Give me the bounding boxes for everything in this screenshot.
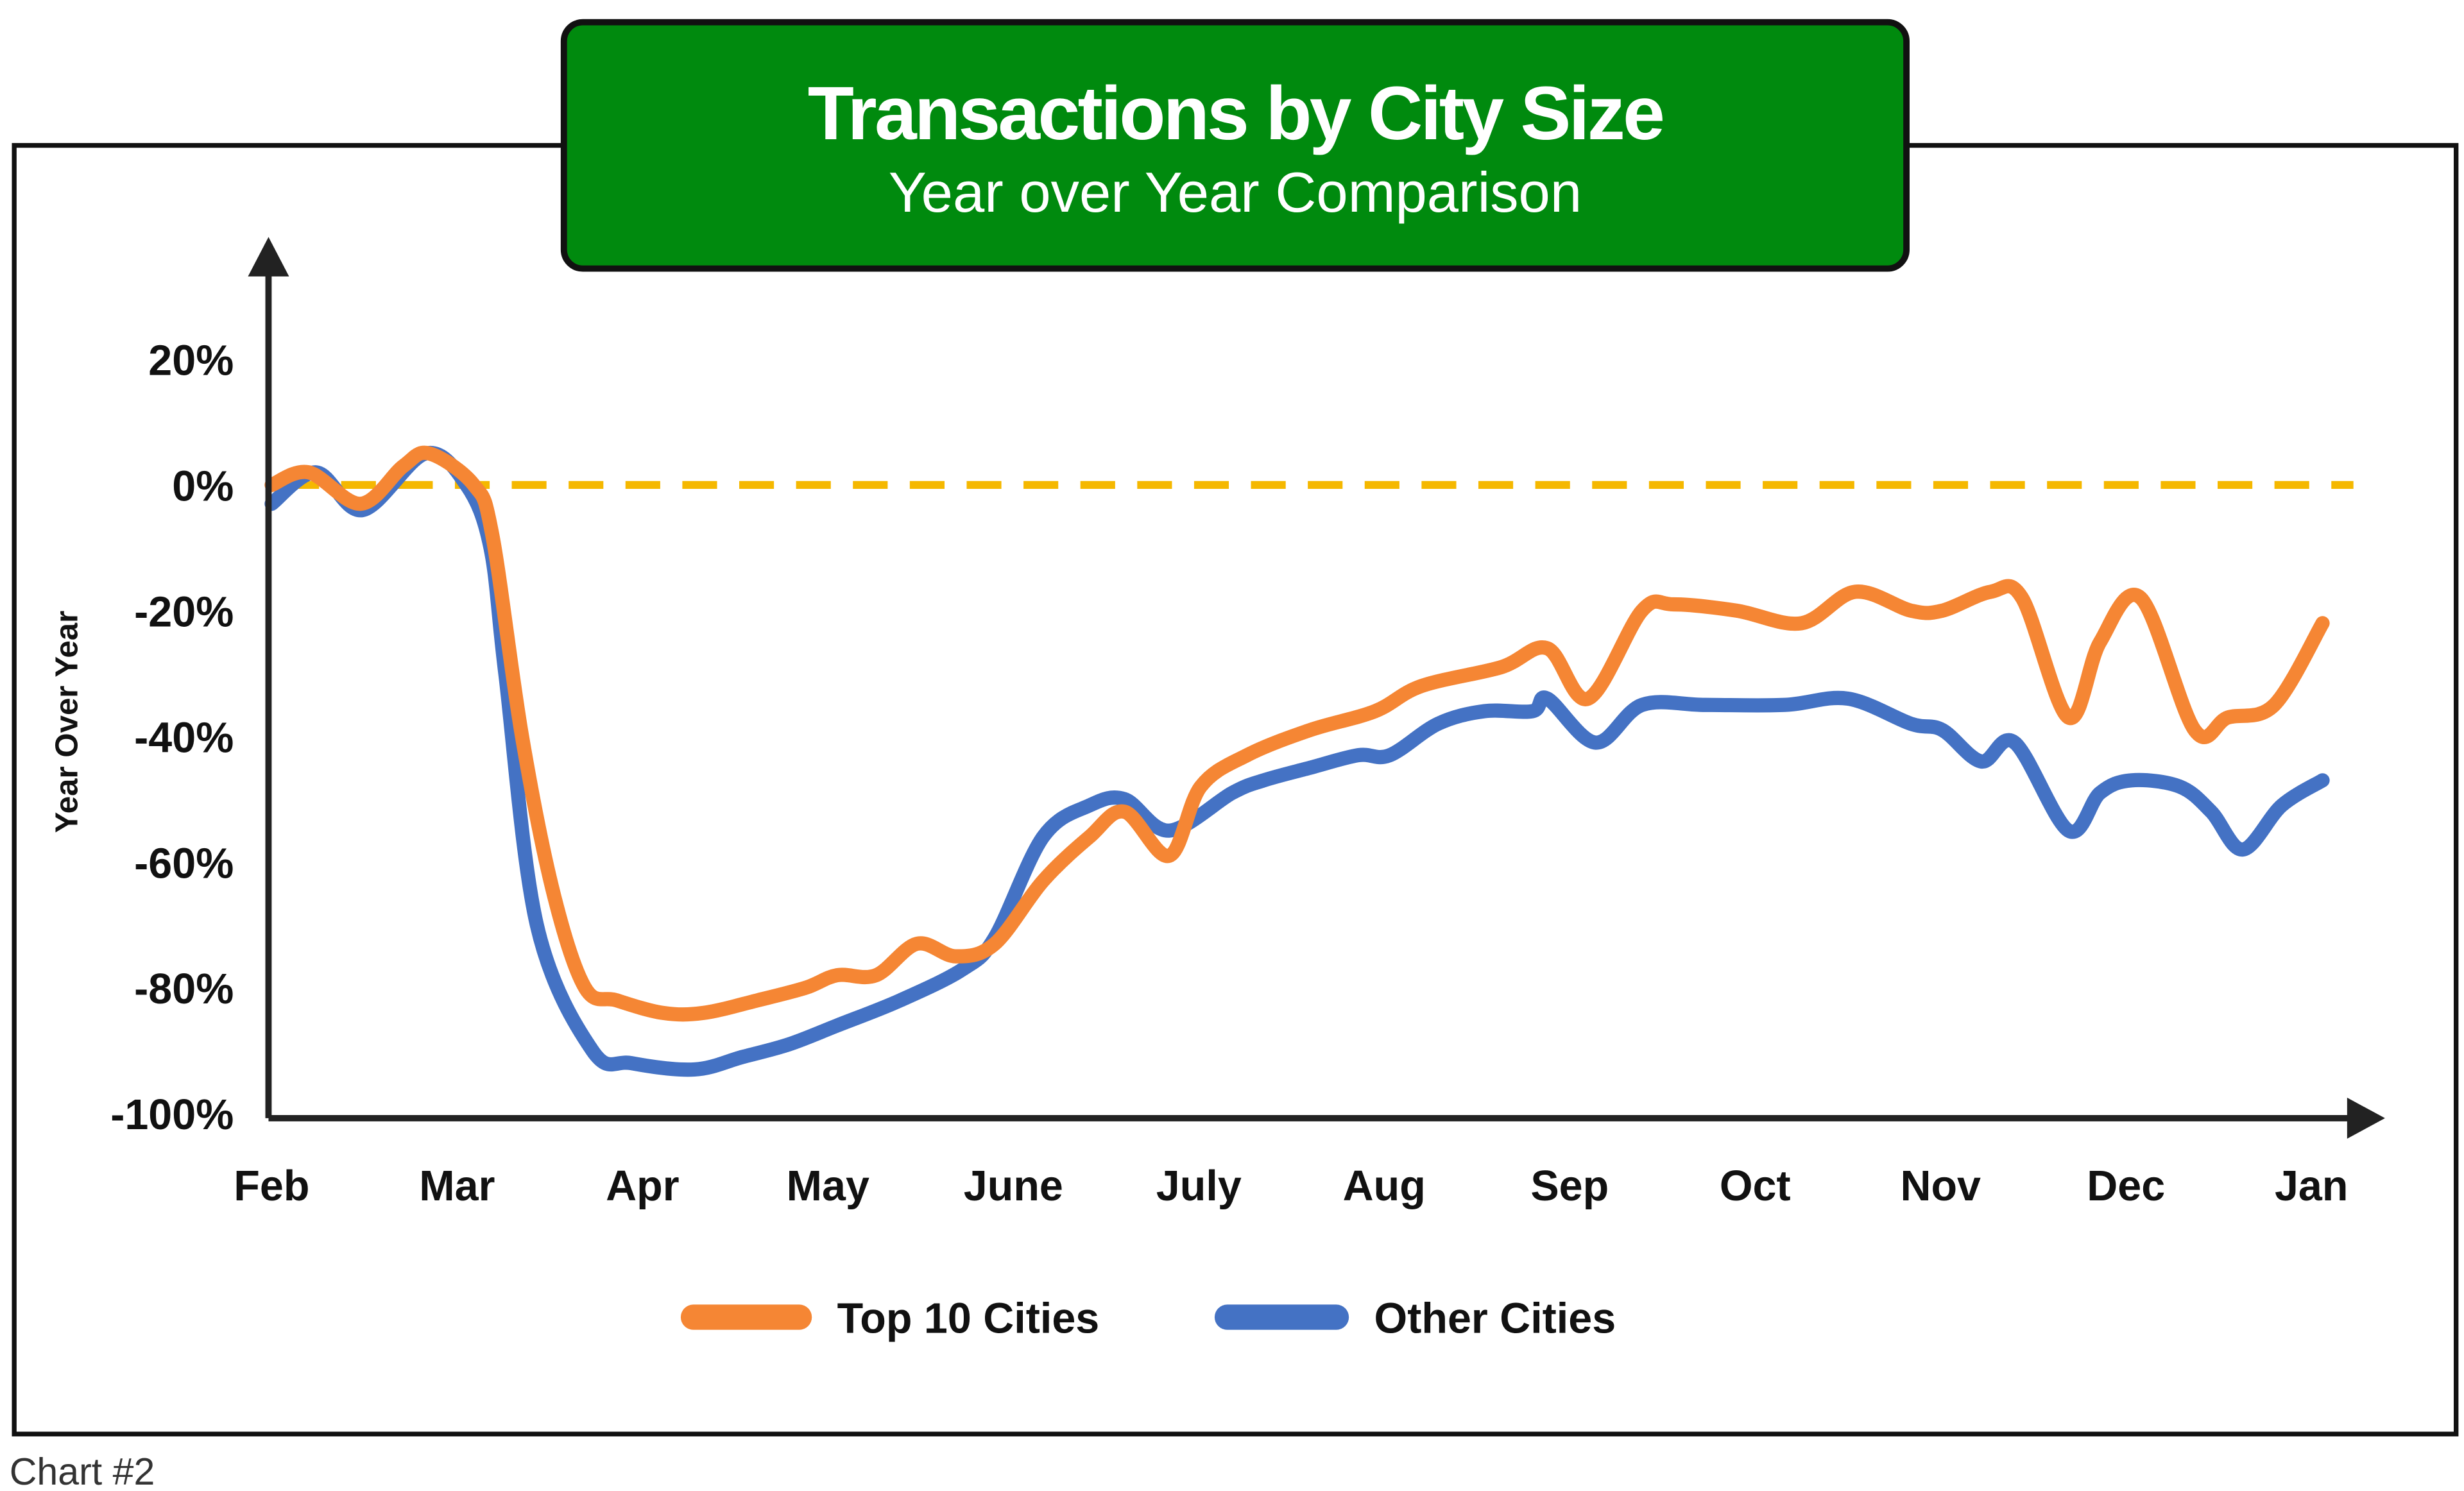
x-tick-label: Aug: [1343, 1163, 1426, 1210]
chart-subtitle: Year over Year Comparison: [889, 160, 1582, 224]
x-tick-label: Oct: [1720, 1163, 1791, 1210]
y-axis-label: Year Over Year: [49, 611, 85, 833]
legend: Top 10 Cities Other Cities: [680, 1295, 1616, 1343]
x-tick-label: Feb: [234, 1163, 309, 1210]
axes: [248, 237, 2385, 1139]
y-tick-label: -100%: [110, 1091, 234, 1139]
x-tick-label: Mar: [419, 1163, 495, 1210]
x-tick-label: Jan: [2275, 1163, 2348, 1210]
x-tick-label: Nov: [1900, 1163, 1981, 1210]
y-tick-label: -20%: [134, 588, 234, 636]
x-tick-label: June: [964, 1163, 1063, 1210]
y-tick-label: -40%: [134, 714, 234, 762]
x-axis-arrow: [2347, 1097, 2385, 1139]
title-box: Transactions by City Size Year over Year…: [560, 19, 1910, 272]
x-tick-label: May: [787, 1163, 869, 1210]
y-tick-label: -80%: [134, 966, 234, 1013]
y-axis-arrow: [248, 237, 289, 277]
x-tick-label: Sep: [1530, 1163, 1609, 1210]
series-line-top-10-cities: [264, 445, 2330, 1022]
y-tick-label: 0%: [172, 463, 234, 510]
legend-label-top10: Top 10 Cities: [837, 1295, 1100, 1343]
series-line-other-cities: [264, 445, 2330, 1077]
chart-caption: Chart #2: [10, 1451, 155, 1491]
y-tick-label: 20%: [148, 337, 234, 385]
y-tick-label: -60%: [134, 840, 234, 887]
chart-title: Transactions by City Size: [808, 71, 1663, 156]
x-tick-label: Dec: [2087, 1163, 2165, 1210]
x-tick-label: July: [1156, 1163, 1242, 1210]
legend-label-other: Other Cities: [1374, 1295, 1616, 1343]
x-tick-label: Apr: [606, 1163, 679, 1210]
